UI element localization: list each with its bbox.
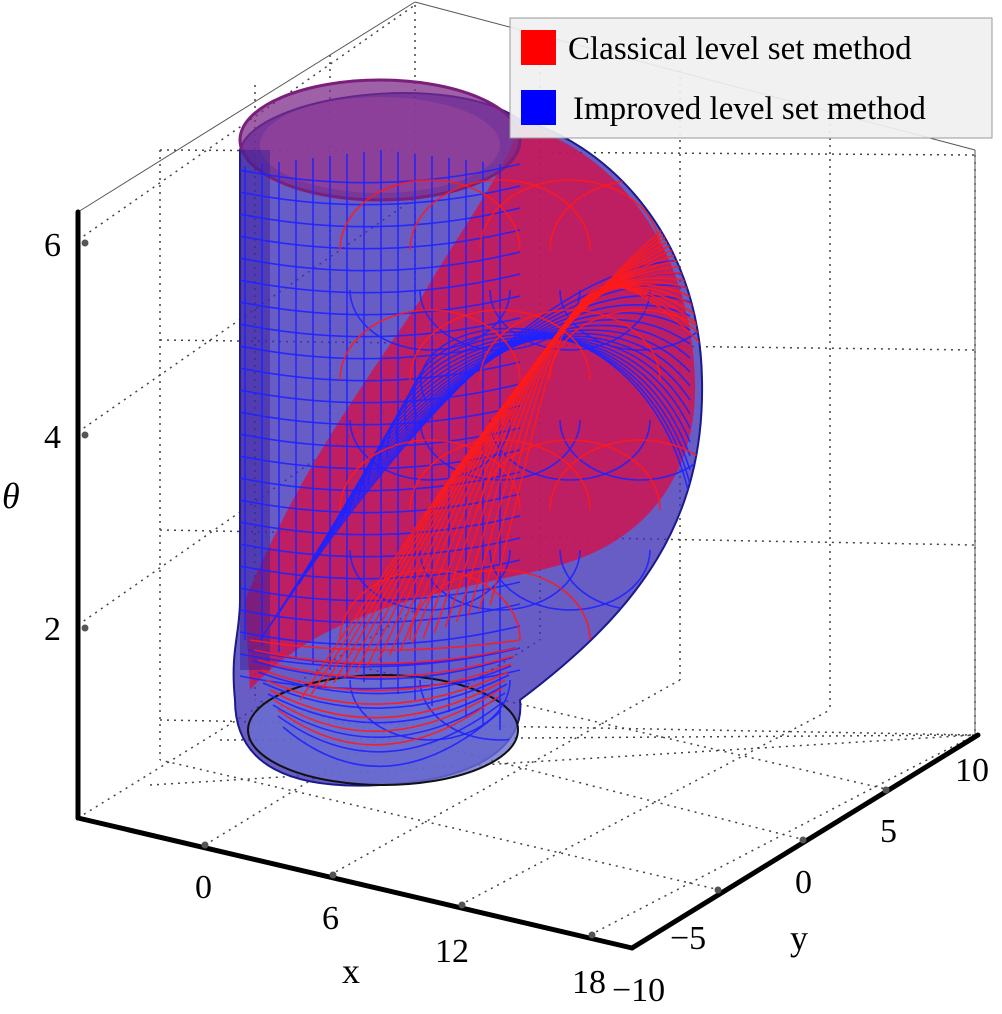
y-tick-labels: −10 −5 0 5 10 <box>612 752 989 1009</box>
mesh-line <box>239 405 521 426</box>
mesh-line <box>419 549 581 611</box>
mesh-line <box>262 674 510 709</box>
x-tick-label: 0 <box>195 869 212 906</box>
mesh-line <box>559 419 703 481</box>
mesh-line <box>239 647 521 668</box>
mesh-line <box>349 419 511 481</box>
mesh-line <box>239 163 521 184</box>
x-tick-label: 12 <box>435 933 469 970</box>
mesh-line <box>272 692 506 739</box>
mesh-line <box>239 669 521 690</box>
z-tick-label: 2 <box>44 611 61 648</box>
mesh-line <box>239 295 521 316</box>
mesh-line <box>549 309 703 381</box>
mesh-line <box>422 281 701 639</box>
mesh-line <box>252 656 514 680</box>
surface-mesh <box>239 150 703 768</box>
mesh-line <box>239 537 521 558</box>
bottom-opening <box>247 674 519 786</box>
y-tick-label: −10 <box>612 972 665 1009</box>
mesh-line <box>409 309 591 381</box>
mesh-line <box>277 695 500 746</box>
mesh-line <box>479 309 661 381</box>
y-tick-label: −5 <box>670 920 706 957</box>
mesh-line <box>277 701 504 753</box>
mesh-line <box>409 569 591 641</box>
mesh-line <box>239 383 521 404</box>
mesh-line <box>412 331 691 485</box>
mesh-line <box>265 671 509 705</box>
classical-surface <box>245 125 696 690</box>
mesh-line <box>239 361 521 382</box>
mesh-line <box>349 549 511 611</box>
y-tick-label: 0 <box>795 864 812 901</box>
x-axis-label: x <box>342 951 360 991</box>
mesh-line <box>409 439 591 511</box>
mesh-line <box>282 710 502 768</box>
mesh-line <box>239 449 521 470</box>
mesh-line <box>489 289 651 351</box>
mesh-line <box>386 337 691 459</box>
mesh-line <box>395 336 691 457</box>
legend-swatch-improved <box>521 90 556 125</box>
mesh-line <box>420 327 691 499</box>
legend-entry: Improved level set method <box>521 90 926 127</box>
mesh-line <box>489 419 651 481</box>
y-tick-label: 10 <box>955 752 989 789</box>
mesh-line <box>339 569 521 641</box>
x-tick-label: 18 <box>572 964 606 1001</box>
mesh-line <box>239 515 521 536</box>
mesh-line <box>253 647 518 665</box>
legend-swatch-classical <box>521 30 556 65</box>
mesh-line <box>549 439 703 511</box>
y-axis-label: y <box>790 918 808 958</box>
mesh-line <box>559 289 703 351</box>
mesh-line <box>273 687 503 733</box>
mesh-line <box>239 273 521 294</box>
mesh-line <box>349 289 511 351</box>
mesh-line <box>239 559 521 580</box>
mesh-line <box>489 285 701 606</box>
mesh-line <box>339 439 521 511</box>
mesh-line <box>239 493 521 514</box>
mesh-line <box>339 309 521 381</box>
legend-box <box>509 17 993 139</box>
legend-label: Improved level set method <box>573 91 926 127</box>
mesh-line <box>433 283 701 634</box>
legend-entry: Classical level set method <box>521 30 912 67</box>
z-tick-labels: 6 4 2 <box>44 227 61 648</box>
mesh-line <box>479 179 661 251</box>
mesh-line <box>376 337 691 473</box>
mesh-line <box>467 286 701 617</box>
legend: Classical level set method Improved leve… <box>509 17 993 139</box>
mesh-line <box>409 179 591 251</box>
x-tick-label: 6 <box>322 900 339 937</box>
mesh-line <box>239 207 521 228</box>
mesh-line <box>257 655 515 678</box>
mesh-line <box>269 679 506 719</box>
mesh-line <box>249 639 521 651</box>
mesh-line <box>339 179 521 251</box>
mesh-line <box>261 663 512 692</box>
mesh-line <box>239 625 521 646</box>
mesh-line <box>479 439 661 511</box>
mesh-line <box>478 286 701 611</box>
legend-label: Classical level set method <box>568 31 912 67</box>
x-tick-labels: 0 6 12 18 <box>195 869 606 1001</box>
mesh-line <box>404 334 691 471</box>
z-axis-label: θ <box>2 476 20 516</box>
mesh-line <box>257 665 512 695</box>
z-tick-label: 4 <box>44 419 61 456</box>
mesh-line <box>267 683 508 724</box>
z-tick-label: 6 <box>44 227 61 264</box>
mesh-line <box>239 229 521 250</box>
mesh-line <box>456 286 701 622</box>
y-tick-label: 5 <box>880 813 897 850</box>
tick-marks <box>81 239 890 939</box>
mesh-line <box>239 251 521 272</box>
mesh-line <box>444 285 701 628</box>
